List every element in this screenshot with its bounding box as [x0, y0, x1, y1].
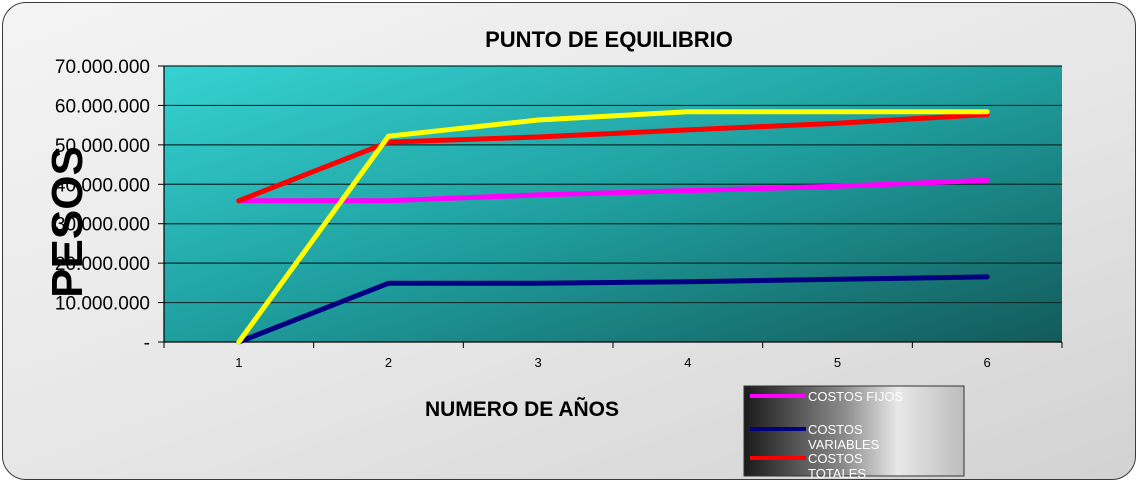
y-tick-label: 20.000.000 — [55, 254, 150, 275]
y-tick-label: 50.000.000 — [55, 136, 150, 157]
gridlines — [164, 65, 1062, 304]
axes — [158, 65, 1063, 348]
legend-label: COSTOS TOTALES — [808, 451, 866, 481]
legend-label: COSTOS VARIABLES — [808, 422, 880, 452]
y-tick-label: - — [144, 333, 150, 354]
y-tick-label: 40.000.000 — [55, 175, 150, 196]
x-axis-tick-labels: 1 2 3 4 5 6 — [235, 355, 991, 370]
y-tick-label: 60.000.000 — [55, 96, 150, 117]
y-axis-tick-labels: - 10.000.000 20.000.000 30.000.000 40.000.00… — [55, 57, 150, 354]
x-tick-label: 4 — [684, 355, 691, 370]
x-tick-label: 2 — [385, 355, 392, 370]
x-tick-label: 3 — [535, 355, 542, 370]
y-tick-label: 70.000.000 — [55, 57, 150, 78]
series-lines — [236, 109, 990, 345]
y-tick-label: 10.000.000 — [55, 294, 150, 315]
chart-title: PUNTO DE EQUILIBRIO — [485, 27, 733, 52]
series-line-costos-variables — [236, 274, 990, 345]
x-tick-label: 6 — [984, 355, 991, 370]
legend-label: COSTOS FIJOS — [808, 389, 903, 404]
series-line-unlabeled — [236, 109, 990, 345]
x-tick-label: 5 — [834, 355, 841, 370]
series-line-costos-fijos — [236, 177, 990, 204]
y-tick-label: 30.000.000 — [55, 215, 150, 236]
plot-area — [164, 66, 1062, 342]
x-tick-label: 1 — [235, 355, 242, 370]
series-line-costos-totales — [236, 112, 990, 204]
y-axis-label: PESOS — [43, 146, 92, 298]
x-axis-label: NUMERO DE AÑOS — [425, 398, 619, 421]
